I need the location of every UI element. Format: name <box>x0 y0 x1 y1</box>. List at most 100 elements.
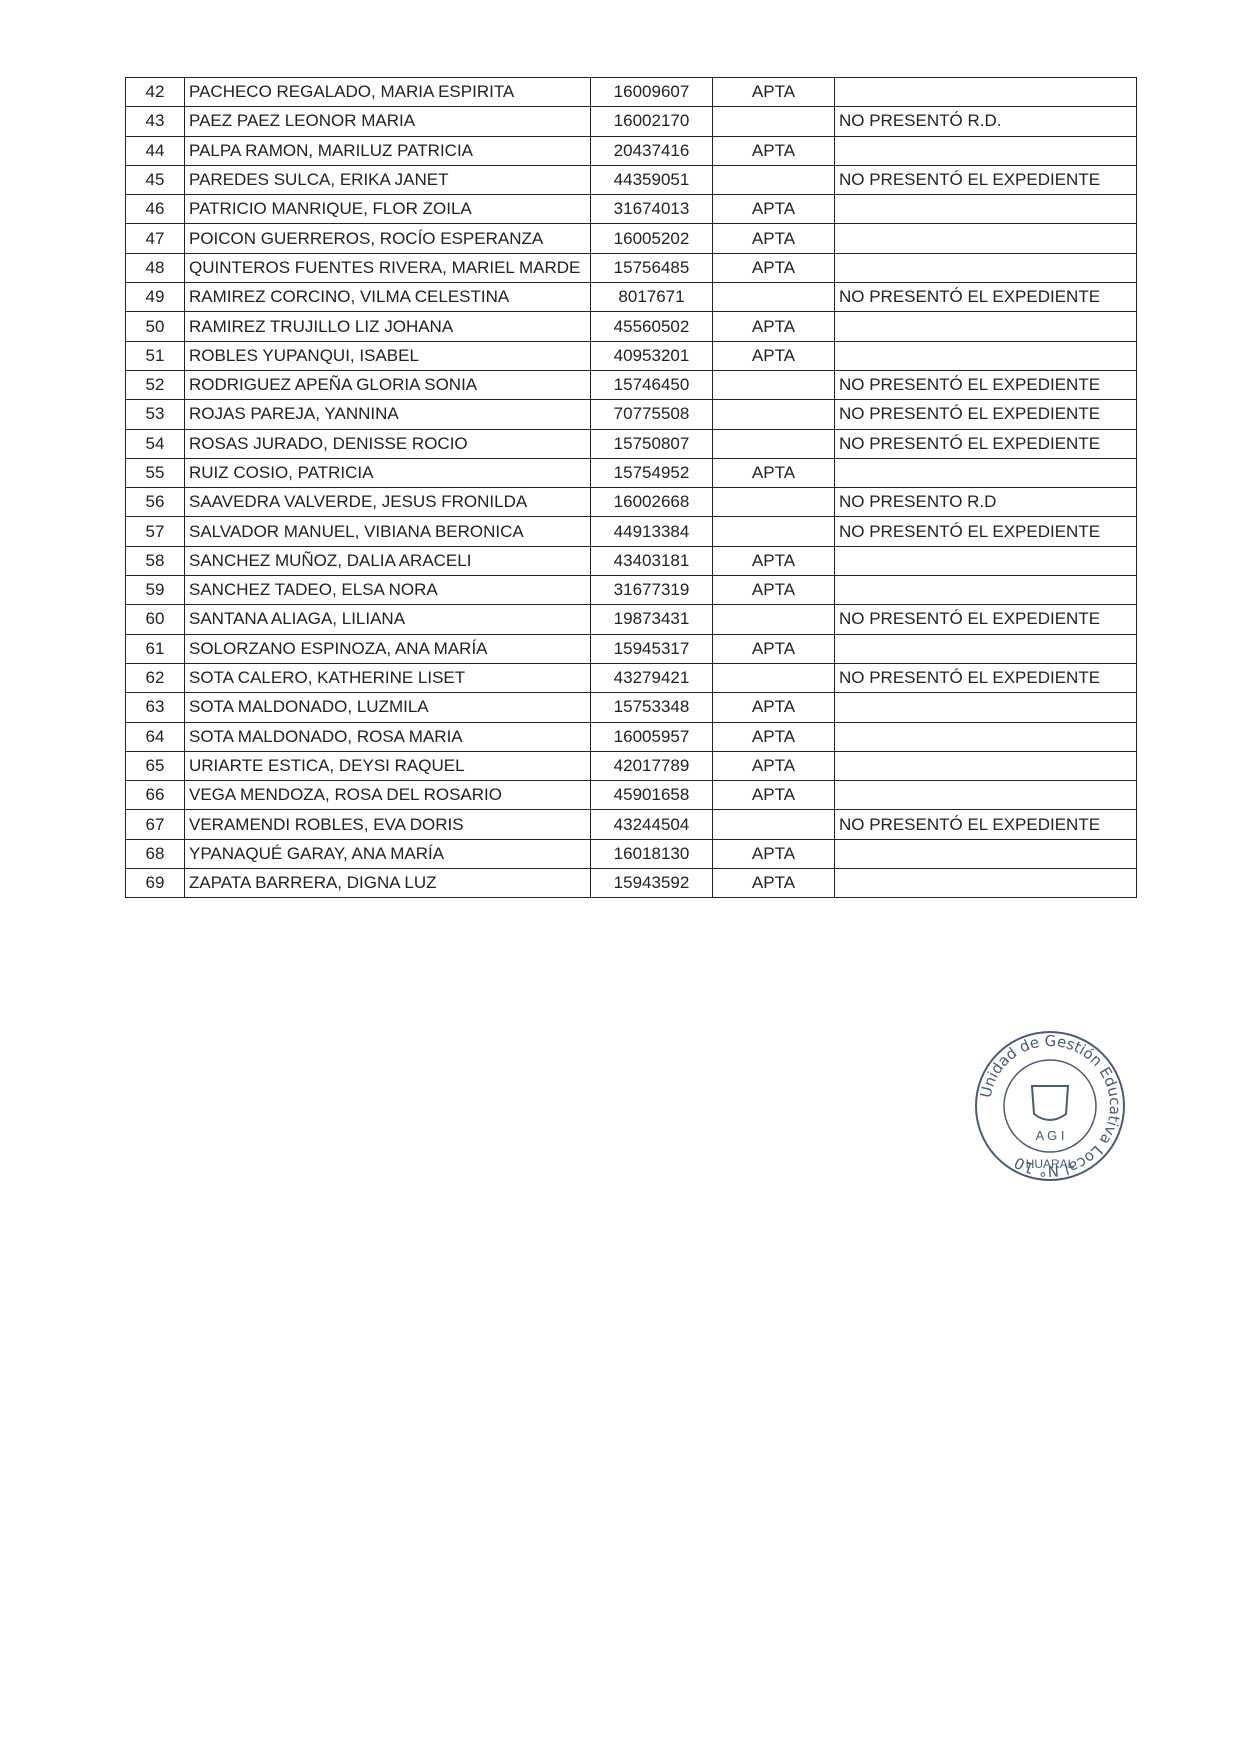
row-number: 49 <box>125 282 185 313</box>
applicant-name: PATRICIO MANRIQUE, FLOR ZOILA <box>184 194 591 225</box>
row-number: 56 <box>125 487 185 518</box>
observation: NO PRESENTÓ EL EXPEDIENTE <box>834 428 1137 459</box>
row-number: 50 <box>125 311 185 342</box>
table-row: 48 QUINTEROS FUENTES RIVERA, MARIEL MARDE… <box>125 252 1137 284</box>
observation <box>834 340 1137 371</box>
applicant-name: RUIZ COSIO, PATRICIA <box>184 457 591 489</box>
row-number: 53 <box>125 399 185 430</box>
table-row: 57 SALVADOR MANUEL, VIBIANA BERONICA 44913… <box>125 516 1137 547</box>
table-row: 52 RODRIGUEZ APEÑA GLORIA SONIA 15746450 NO… <box>125 369 1137 401</box>
applicant-name: PALPA RAMON, MARILUZ PATRICIA <box>184 135 591 166</box>
dni: 43403181 <box>590 545 713 577</box>
status: APTA <box>712 311 835 342</box>
table-row: 63 SOTA MALDONADO, LUZMILA 15753348 APTA <box>125 692 1137 723</box>
status <box>712 809 835 840</box>
dni: 16005202 <box>590 223 713 254</box>
table-row: 46 PATRICIO MANRIQUE, FLOR ZOILA 31674013 A… <box>125 194 1137 225</box>
dni: 15756485 <box>590 252 713 284</box>
dni: 16002668 <box>590 487 713 518</box>
observation <box>834 633 1137 664</box>
applicant-name: SANCHEZ TADEO, ELSA NORA <box>184 575 591 606</box>
applicant-table: 42 PACHECO REGALADO, MARIA ESPIRITA 160096… <box>125 76 1137 899</box>
row-number: 51 <box>125 340 185 371</box>
observation <box>834 575 1137 606</box>
table-row: 65 URIARTE ESTICA, DEYSI RAQUEL 42017789 AP… <box>125 750 1137 782</box>
row-number: 44 <box>125 135 185 166</box>
observation <box>834 750 1137 782</box>
observation <box>834 838 1137 870</box>
row-number: 65 <box>125 750 185 782</box>
dni: 16002170 <box>590 106 713 137</box>
table-row: 54 ROSAS JURADO, DENISSE ROCIO 15750807 NO … <box>125 428 1137 459</box>
dni: 15754952 <box>590 457 713 489</box>
row-number: 67 <box>125 809 185 840</box>
observation <box>834 135 1137 166</box>
status: APTA <box>712 135 835 166</box>
table-row: 47 POICON GUERREROS, ROCÍO ESPERANZA 16005… <box>125 223 1137 254</box>
table-row: 55 RUIZ COSIO, PATRICIA 15754952 APTA <box>125 457 1137 489</box>
applicant-name: PACHECO REGALADO, MARIA ESPIRITA <box>184 76 591 108</box>
observation: NO PRESENTÓ EL EXPEDIENTE <box>834 516 1137 547</box>
status: APTA <box>712 340 835 371</box>
status: APTA <box>712 750 835 782</box>
observation <box>834 868 1137 899</box>
applicant-name: URIARTE ESTICA, DEYSI RAQUEL <box>184 750 591 782</box>
status: APTA <box>712 252 835 284</box>
row-number: 55 <box>125 457 185 489</box>
dni: 40953201 <box>590 340 713 371</box>
row-number: 58 <box>125 545 185 577</box>
table-row: 66 VEGA MENDOZA, ROSA DEL ROSARIO 45901658… <box>125 780 1137 811</box>
status: APTA <box>712 692 835 723</box>
applicant-name: ROSAS JURADO, DENISSE ROCIO <box>184 428 591 459</box>
status: APTA <box>712 223 835 254</box>
applicant-name: SOTA CALERO, KATHERINE LISET <box>184 662 591 694</box>
dni: 31674013 <box>590 194 713 225</box>
table-row: 67 VERAMENDI ROBLES, EVA DORIS 43244504 NO … <box>125 809 1137 840</box>
status: APTA <box>712 633 835 664</box>
row-number: 69 <box>125 868 185 899</box>
row-number: 59 <box>125 575 185 606</box>
table-row: 69 ZAPATA BARRERA, DIGNA LUZ 15943592 APTA <box>125 868 1137 899</box>
status: APTA <box>712 780 835 811</box>
dni: 15943592 <box>590 868 713 899</box>
observation <box>834 692 1137 723</box>
status <box>712 487 835 518</box>
dni: 16018130 <box>590 838 713 870</box>
table-row: 45 PAREDES SULCA, ERIKA JANET 44359051 NO P… <box>125 164 1137 196</box>
observation: NO PRESENTÓ EL EXPEDIENTE <box>834 282 1137 313</box>
applicant-name: RAMIREZ CORCINO, VILMA CELESTINA <box>184 282 591 313</box>
dni: 16005957 <box>590 721 713 752</box>
row-number: 62 <box>125 662 185 694</box>
observation <box>834 223 1137 254</box>
table-row: 53 ROJAS PAREJA, YANNINA 70775508 NO PRESEN… <box>125 399 1137 430</box>
row-number: 42 <box>125 76 185 108</box>
applicant-name: ZAPATA BARRERA, DIGNA LUZ <box>184 868 591 899</box>
observation: NO PRESENTÓ EL EXPEDIENTE <box>834 604 1137 635</box>
row-number: 48 <box>125 252 185 284</box>
status <box>712 604 835 635</box>
observation <box>834 457 1137 489</box>
observation: NO PRESENTÓ EL EXPEDIENTE <box>834 399 1137 430</box>
status <box>712 282 835 313</box>
table-row: 62 SOTA CALERO, KATHERINE LISET 43279421 NO… <box>125 662 1137 694</box>
row-number: 68 <box>125 838 185 870</box>
status: APTA <box>712 76 835 108</box>
applicant-name: POICON GUERREROS, ROCÍO ESPERANZA <box>184 223 591 254</box>
applicant-name: QUINTEROS FUENTES RIVERA, MARIEL MARDE <box>184 252 591 284</box>
status: APTA <box>712 721 835 752</box>
table-row: 64 SOTA MALDONADO, ROSA MARIA 16005957 APTA <box>125 721 1137 752</box>
dni: 45901658 <box>590 780 713 811</box>
row-number: 63 <box>125 692 185 723</box>
table-row: 68 YPANAQUÉ GARAY, ANA MARÍA 16018130 APTA <box>125 838 1137 870</box>
official-stamp: Unidad de Gestión Educativa Local N° 10 … <box>975 1031 1125 1181</box>
table-row: 51 ROBLES YUPANQUI, ISABEL 40953201 APTA <box>125 340 1137 371</box>
stamp-shield <box>1030 1085 1070 1121</box>
status: APTA <box>712 838 835 870</box>
status <box>712 369 835 401</box>
observation: NO PRESENTÓ EL EXPEDIENTE <box>834 164 1137 196</box>
applicant-name: RAMIREZ TRUJILLO LIZ JOHANA <box>184 311 591 342</box>
dni: 45560502 <box>590 311 713 342</box>
table-row: 43 PAEZ PAEZ LEONOR MARIA 16002170 NO PRESE… <box>125 106 1137 137</box>
dni: 44913384 <box>590 516 713 547</box>
status <box>712 399 835 430</box>
